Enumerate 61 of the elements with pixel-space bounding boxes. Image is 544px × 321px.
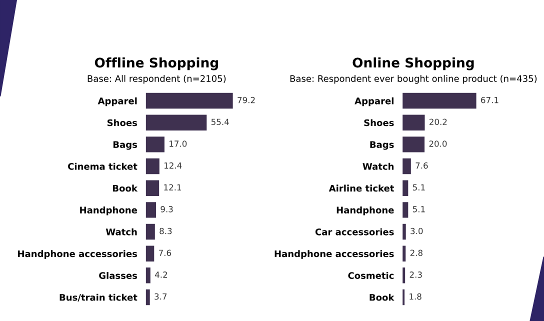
data-label: 5.1 (412, 184, 425, 191)
y-tick-label: Airline ticket (328, 184, 394, 192)
bar (402, 158, 411, 174)
bar (402, 202, 408, 218)
bar (402, 180, 408, 196)
data-label: 12.1 (164, 184, 182, 190)
data-label: 7.6 (158, 250, 172, 256)
data-label: 1.8 (410, 293, 422, 300)
y-tick-label: Bus/train ticket (60, 294, 138, 302)
y-tick-label: Book (113, 184, 138, 192)
data-label: 3.0 (410, 228, 423, 234)
y-tick-label: Apparel (354, 97, 394, 106)
y-tick-label: Cinema ticket (68, 162, 138, 170)
chart-title: Online Shopping (352, 57, 474, 70)
y-tick-label: Handphone (336, 206, 394, 216)
data-label: 2.8 (410, 250, 422, 256)
y-tick-label: Shoes (364, 119, 394, 126)
bar (402, 224, 406, 240)
bar (146, 136, 164, 152)
bar (146, 289, 150, 306)
chart-subtitle: Base: Respondent ever bought online product (n=435) (290, 74, 537, 84)
y-tick-label: Watch (106, 228, 137, 236)
y-tick-label: Car accessories (315, 228, 394, 236)
y-tick-label: Glasses (99, 272, 138, 279)
data-label: 8.3 (160, 228, 172, 234)
data-label: 9.3 (160, 206, 173, 212)
y-tick-label: Apparel (98, 97, 137, 106)
bar (146, 114, 207, 130)
bar (402, 114, 425, 130)
data-label: 67.1 (481, 96, 498, 104)
data-label: 2.3 (410, 272, 422, 278)
y-tick-label: Bags (113, 141, 138, 150)
y-tick-label: Watch (362, 162, 394, 170)
chart-title: Offline Shopping (94, 57, 218, 70)
bar (146, 246, 154, 262)
bar (146, 224, 155, 240)
bar (146, 180, 160, 196)
bar (146, 92, 233, 109)
data-label: 3.7 (154, 293, 167, 300)
data-label: 55.4 (211, 118, 229, 126)
bar (402, 92, 476, 109)
data-label: 20.0 (429, 140, 447, 147)
data-label: 17.0 (170, 140, 187, 147)
chart-subtitle: Base: All respondent (n=2105) (88, 74, 226, 84)
y-tick-label: Shoes (107, 119, 138, 126)
bar (146, 158, 160, 174)
bar (146, 268, 150, 284)
data-label: 12.4 (164, 162, 182, 169)
bar (146, 202, 156, 218)
bar (402, 136, 425, 152)
data-label: 4.2 (154, 272, 167, 278)
y-tick-label: Handphone accessories (18, 250, 138, 259)
data-label: 20.2 (430, 118, 447, 126)
data-label: 5.1 (412, 206, 425, 212)
y-tick-label: Handphone (80, 206, 138, 216)
y-tick-label: Cosmetic (348, 272, 394, 279)
y-tick-label: Handphone accessories (274, 250, 394, 259)
data-label: 79.2 (238, 96, 255, 104)
data-label: 7.6 (416, 162, 428, 169)
y-tick-label: Book (370, 294, 394, 301)
y-tick-label: Bags (370, 141, 394, 150)
